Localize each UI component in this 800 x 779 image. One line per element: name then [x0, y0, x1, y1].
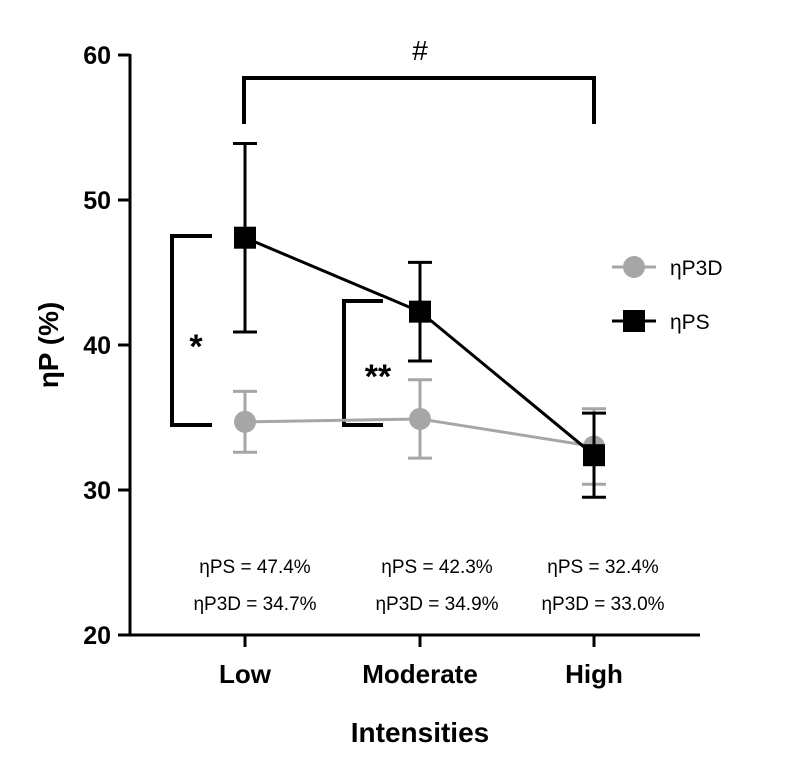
annotation-text: ηP3D = 33.0% [541, 594, 664, 615]
x-tick-label: Low [219, 659, 272, 689]
annotation-text: ηP3D = 34.9% [375, 594, 498, 615]
annotation-text: ηP3D = 34.7% [193, 594, 316, 615]
data-point [583, 444, 605, 467]
y-tick-label: 40 [83, 332, 111, 360]
series-circle [233, 378, 606, 486]
data-point [234, 410, 256, 433]
significance-marker-hash: # [412, 35, 428, 66]
y-axis-title: ηP (%) [33, 302, 64, 389]
legend-marker [623, 310, 645, 332]
legend-label: ηP3D [670, 257, 723, 280]
bracket-low-vs-high [242, 76, 596, 124]
bracket-low [170, 234, 212, 427]
axes: 20 30 40 50 60 Low Moderate High [83, 42, 700, 689]
legend-label: ηPS [670, 311, 710, 334]
series-layer [233, 141, 606, 499]
significance-brackets: ***# [170, 35, 596, 427]
legend-marker [623, 256, 645, 278]
legend: ηP3D ηPS [612, 256, 723, 334]
x-axis-title: Intensities [351, 717, 489, 748]
data-point [409, 407, 431, 430]
x-tick-label: High [565, 659, 623, 689]
y-tick-label: 30 [83, 477, 111, 505]
value-annotations: ηPS = 47.4% ηP3D = 34.7% ηPS = 42.3% ηP3D =… [193, 557, 664, 615]
data-point [409, 300, 431, 323]
bracket-moderate [342, 299, 383, 427]
annotation-text: ηPS = 42.3% [381, 557, 493, 578]
series-square [233, 141, 606, 499]
y-tick-label: 60 [83, 42, 111, 70]
data-point [234, 226, 256, 249]
y-tick-label: 20 [83, 622, 111, 650]
y-tick-label: 50 [83, 187, 111, 215]
annotation-text: ηPS = 32.4% [547, 557, 659, 578]
annotation-text: ηPS = 47.4% [199, 557, 311, 578]
x-tick-label: Moderate [362, 659, 478, 689]
significance-marker-moderate: ** [365, 358, 392, 396]
significance-marker-low: * [189, 328, 203, 366]
